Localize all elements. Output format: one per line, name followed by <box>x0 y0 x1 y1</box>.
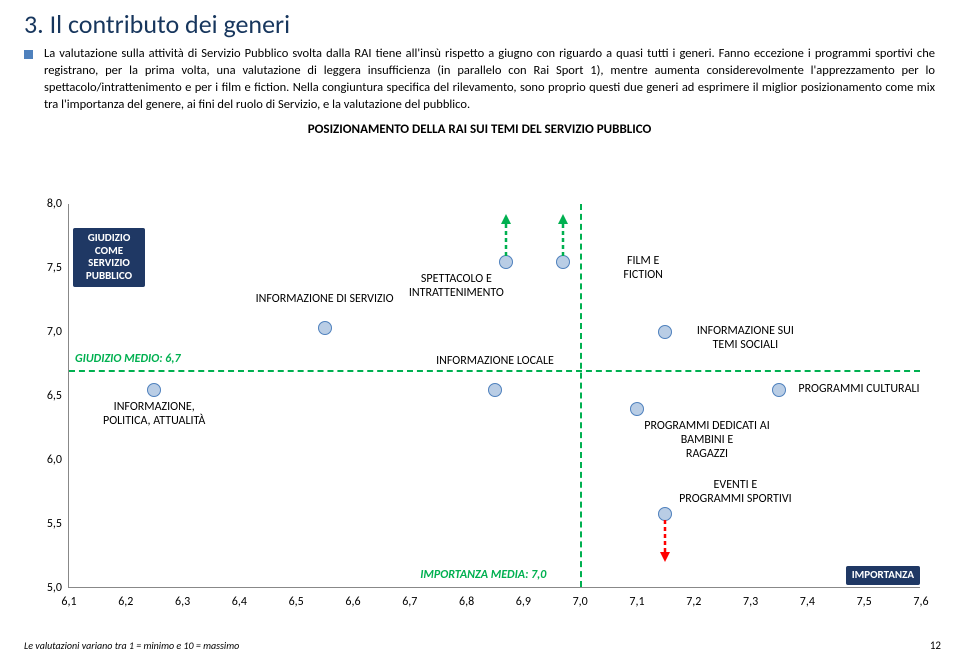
x-tick: 7,1 <box>629 595 644 609</box>
x-tick: 6,7 <box>402 595 417 609</box>
point-label: INFORMAZIONE,POLITICA, ATTUALITÀ <box>103 400 205 428</box>
x-tick: 7,3 <box>743 595 758 609</box>
x-tick: 6,3 <box>175 595 190 609</box>
data-point <box>772 383 786 397</box>
point-label: INFORMAZIONE LOCALE <box>436 354 554 368</box>
data-point <box>488 383 502 397</box>
point-label: INFORMAZIONE DI SERVIZIO <box>256 292 394 306</box>
arrow-up-icon <box>499 214 513 263</box>
x-axis-tag: IMPORTANZA <box>846 566 920 585</box>
point-label: SPETTACOLO EINTRATTENIMENTO <box>409 272 504 300</box>
x-tick: 6,8 <box>459 595 474 609</box>
bullet-icon <box>24 50 33 59</box>
data-point <box>630 402 644 416</box>
x-tick: 6,9 <box>516 595 531 609</box>
x-tick: 7,6 <box>913 595 928 609</box>
y-tick: 5,5 <box>24 517 68 531</box>
plot-area: 6,16,26,36,46,56,66,76,86,97,07,17,27,37… <box>68 204 920 588</box>
x-tick: 6,5 <box>289 595 304 609</box>
x-tick: 6,6 <box>345 595 360 609</box>
page-title: 3. Il contributo dei generi <box>0 0 959 46</box>
y-axis-tag: GIUDIZIO COME SERVIZIO PUBBLICO <box>73 228 145 287</box>
y-tick: 6,0 <box>24 453 68 467</box>
y-tick: 7,5 <box>24 261 68 275</box>
x-tick: 6,1 <box>61 595 76 609</box>
x-tick: 7,4 <box>800 595 815 609</box>
scatter-chart: 6,1 6,2 6,3 6,4 6,5 6,6 6,7 6,8 6,9 7,0 7,1 7,2 7,3 7… <box>24 198 936 618</box>
page-number: 12 <box>930 639 941 652</box>
y-tick: 8,0 <box>24 197 68 211</box>
x-tick: 6,2 <box>118 595 133 609</box>
point-label: FILM EFICTION <box>623 254 663 282</box>
x-tick: 7,2 <box>686 595 701 609</box>
data-point <box>147 383 161 397</box>
point-label: PROGRAMMI DEDICATI AIBAMBINI ERAGAZZI <box>644 419 769 461</box>
x-tick: 6,4 <box>232 595 247 609</box>
point-label: EVENTI EPROGRAMMI SPORTIVI <box>679 478 792 506</box>
body-paragraph: La valutazione sulla attività di Servizi… <box>0 46 959 114</box>
paragraph-text: La valutazione sulla attività di Servizi… <box>44 46 935 112</box>
y-tick: 5,0 <box>24 581 68 595</box>
x-tick: 7,5 <box>857 595 872 609</box>
arrow-up-icon <box>556 214 570 263</box>
y-mean-label: GIUDIZIO MEDIO: 6,7 <box>75 352 181 366</box>
point-label: INFORMAZIONE SUITEMI SOCIALI <box>697 324 794 352</box>
x-tick: 7,0 <box>573 595 588 609</box>
y-tick: 7,0 <box>24 325 68 339</box>
y-tick: 6,5 <box>24 389 68 403</box>
footnote: Le valutazioni variano tra 1 = minimo e … <box>24 639 239 652</box>
point-label: PROGRAMMI CULTURALI <box>798 382 919 396</box>
arrow-down-icon <box>658 518 672 567</box>
x-mean-line <box>580 204 582 587</box>
chart-title: POSIZIONAMENTO DELLA RAI SUI TEMI DEL SE… <box>0 122 959 137</box>
y-mean-line <box>69 370 920 372</box>
x-mean-label: IMPORTANZA MEDIA: 7,0 <box>420 568 546 582</box>
data-point <box>318 321 332 335</box>
data-point <box>658 325 672 339</box>
